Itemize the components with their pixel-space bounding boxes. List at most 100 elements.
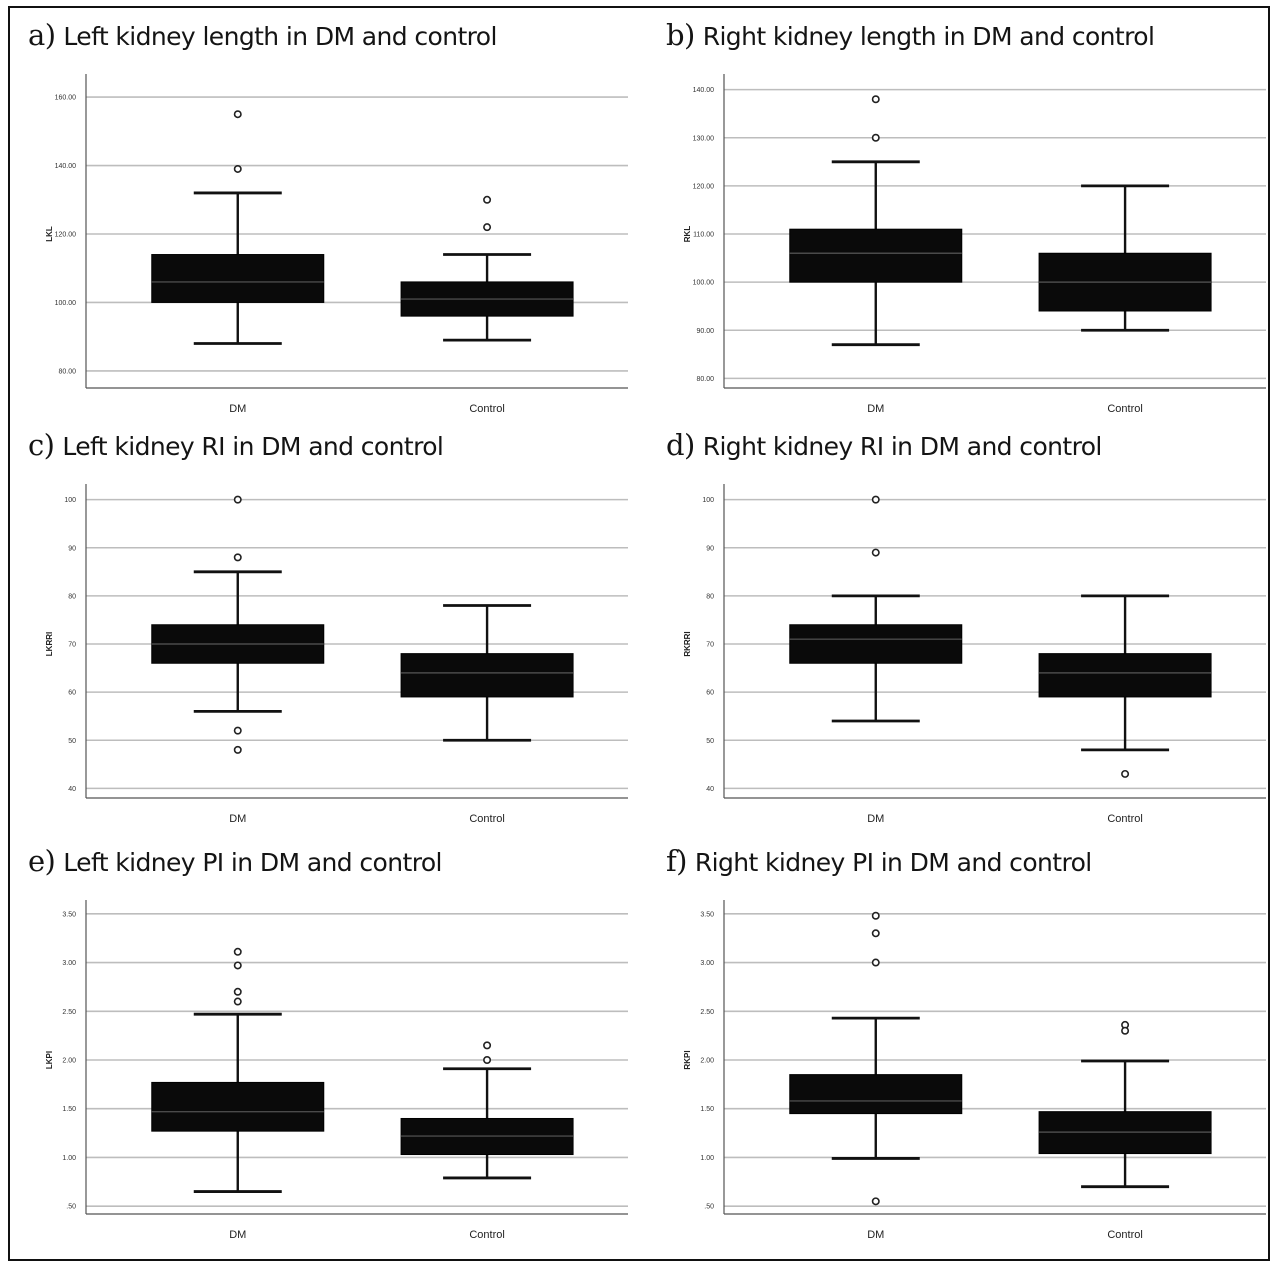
panel-title: b) Right kidney length in DM and control <box>666 18 1155 52</box>
y-tick-label: 50 <box>706 738 714 745</box>
y-tick-label: 40 <box>68 786 76 793</box>
outlier-point <box>871 929 880 938</box>
outlier-point <box>483 223 492 232</box>
y-tick-label: 1.50 <box>700 1106 714 1113</box>
y-axis-label: RKPI <box>683 1050 692 1069</box>
panel-title: d) Right kidney RI in DM and control <box>666 428 1102 462</box>
panel-title-text: Right kidney PI in DM and control <box>694 848 1092 877</box>
panel-e: e) Left kidney PI in DM and control .50 1.… <box>18 838 638 1248</box>
y-tick-label: .50 <box>66 1204 76 1211</box>
y-tick-label: 3.50 <box>62 911 76 918</box>
panel-title-text: Left kidney PI in DM and control <box>63 848 442 877</box>
outlier-point <box>871 95 880 104</box>
box-iqr <box>151 254 325 303</box>
y-axis-label: RKL <box>683 226 692 243</box>
outlier-point <box>233 110 242 119</box>
outlier-point <box>233 947 242 956</box>
y-axis-label: LKRRI <box>45 632 54 656</box>
y-tick-label: 100.00 <box>693 280 715 287</box>
x-tick-label: DM <box>229 1229 246 1241</box>
x-tick-label: DM <box>229 403 246 415</box>
outlier-point <box>1121 769 1130 778</box>
y-tick-label: 2.00 <box>62 1058 76 1065</box>
x-tick-label: Control <box>469 1229 504 1241</box>
x-tick-label: Control <box>1107 1229 1142 1241</box>
y-tick-label: 3.00 <box>700 960 714 967</box>
outlier-point <box>233 495 242 504</box>
y-tick-label: 120.00 <box>693 183 715 190</box>
outlier-point <box>233 164 242 173</box>
panel-title: c) Left kidney RI in DM and control <box>28 428 444 462</box>
outlier-point <box>1121 1026 1130 1035</box>
outlier-point <box>871 548 880 557</box>
y-tick-label: 70 <box>706 642 714 649</box>
outlier-point <box>483 195 492 204</box>
y-axis-label: LKL <box>45 226 54 242</box>
y-tick-label: 70 <box>68 642 76 649</box>
panel-title: f) Right kidney PI in DM and control <box>666 844 1092 878</box>
outlier-point <box>871 911 880 920</box>
outlier-point <box>871 958 880 967</box>
y-tick-label: 1.50 <box>62 1106 76 1113</box>
y-tick-label: 2.00 <box>700 1058 714 1065</box>
y-tick-label: 100 <box>64 497 76 504</box>
y-tick-label: 160.00 <box>55 95 77 102</box>
panel-c: c) Left kidney RI in DM and control 40 50 6… <box>18 422 638 832</box>
y-tick-label: 110.00 <box>693 232 714 239</box>
x-tick-label: DM <box>867 1229 884 1241</box>
y-tick-label: 2.50 <box>700 1009 714 1016</box>
box-iqr <box>151 1081 325 1132</box>
y-tick-label: 2.50 <box>62 1009 76 1016</box>
y-tick-label: 120.00 <box>55 232 77 239</box>
x-tick-label: Control <box>469 813 504 825</box>
outlier-point <box>233 961 242 970</box>
boxplot-rkpi: .50 1.00 1.50 2.00 2.50 3.00 3.50 RKPI DM Control <box>683 900 1266 1241</box>
y-tick-label: 80.00 <box>58 368 76 375</box>
y-tick-label: 40 <box>706 786 714 793</box>
x-tick-label: Control <box>1107 403 1142 415</box>
panel-f: f) Right kidney PI in DM and control .50 1… <box>656 838 1276 1248</box>
y-axis-label: RKRRI <box>683 631 692 656</box>
boxplot-rkl: 80.00 90.00 100.00 110.00 120.00 130.00 140.00… <box>683 74 1266 415</box>
y-tick-label: 1.00 <box>62 1155 76 1162</box>
panel-letter: f) <box>666 844 687 878</box>
y-tick-label: 60 <box>68 690 76 697</box>
outlier-point <box>233 726 242 735</box>
outlier-point <box>233 987 242 996</box>
x-tick-label: Control <box>469 403 504 415</box>
outlier-point <box>233 745 242 754</box>
panel-letter: c) <box>28 428 55 462</box>
panel-d: d) Right kidney RI in DM and control 40 50… <box>656 422 1276 832</box>
figure-frame: a) Left kidney length in DM and control 8… <box>8 6 1270 1261</box>
y-tick-label: 100.00 <box>55 300 77 307</box>
panel-title-text: Right kidney length in DM and control <box>702 22 1155 51</box>
outlier-point <box>871 495 880 504</box>
y-tick-label: 130.00 <box>693 135 715 142</box>
boxplot-lkl: 80.00 100.00 120.00 140.00 160.00 LKL DM Contro… <box>45 74 628 415</box>
y-tick-label: 100 <box>702 497 714 504</box>
x-tick-label: Control <box>1107 813 1142 825</box>
y-tick-label: 50 <box>68 738 76 745</box>
y-tick-label: 140.00 <box>55 163 77 170</box>
outlier-point <box>233 553 242 562</box>
boxplot-lkpi: .50 1.00 1.50 2.00 2.50 3.00 3.50 LKPI DM Control <box>45 900 628 1241</box>
boxplot-lkrri: 40 50 60 70 80 90 100 LKRRI DM Control <box>45 484 628 825</box>
panel-title: a) Left kidney length in DM and control <box>28 18 497 52</box>
panel-letter: e) <box>28 844 56 878</box>
y-tick-label: .50 <box>704 1204 714 1211</box>
panel-title: e) Left kidney PI in DM and control <box>28 844 442 878</box>
y-tick-label: 60 <box>706 690 714 697</box>
y-tick-label: 140.00 <box>693 87 715 94</box>
outlier-point <box>233 997 242 1006</box>
box-iqr <box>400 653 574 698</box>
x-tick-label: DM <box>867 813 884 825</box>
panel-title-text: Right kidney RI in DM and control <box>702 432 1103 461</box>
outlier-point <box>483 1056 492 1065</box>
panel-letter: d) <box>666 428 695 462</box>
x-tick-label: DM <box>229 813 246 825</box>
box-iqr <box>1038 653 1212 698</box>
panel-title-text: Left kidney length in DM and control <box>63 22 497 51</box>
outlier-point <box>871 133 880 142</box>
y-tick-label: 90 <box>68 545 76 552</box>
y-tick-label: 80.00 <box>696 376 714 383</box>
